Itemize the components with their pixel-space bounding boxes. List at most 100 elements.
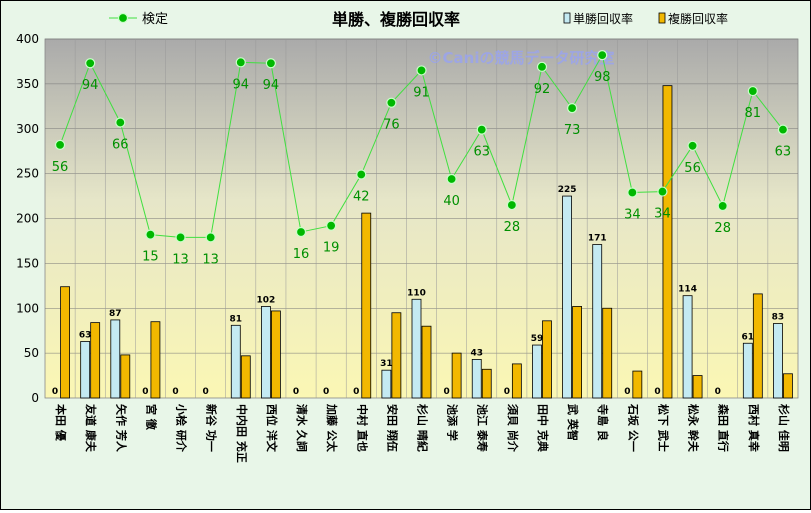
line-point <box>627 187 638 198</box>
chart-title: 単勝、複勝回収率 <box>332 10 460 29</box>
line-data-label: 28 <box>714 221 731 236</box>
x-tick-label: 杉山 晴紀 <box>416 404 430 452</box>
bar-data-label: 87 <box>109 309 122 319</box>
x-tick-label: 矢作 芳人 <box>114 404 128 453</box>
x-tick-label: 池江 泰寿 <box>476 404 490 452</box>
legend-swatch-fukusho <box>658 12 666 24</box>
bar-fukusho <box>511 363 522 399</box>
bar-fukusho <box>150 321 161 399</box>
bar-data-label: 0 <box>715 387 721 397</box>
bar-data-label: 31 <box>380 359 393 369</box>
x-tick-label: 清水 久詞 <box>295 404 309 452</box>
y-tick-label: 100 <box>16 301 39 315</box>
bar-data-label: 0 <box>203 387 209 397</box>
x-tick-label: 石坂 公一 <box>626 403 640 452</box>
bar-data-label: 171 <box>588 234 607 244</box>
bar-tansho <box>80 341 91 399</box>
x-tick-label: 中内田 充正 <box>235 404 249 463</box>
x-tick-label: 森田 直行 <box>717 404 731 452</box>
x-tick-label: 田中 克典 <box>536 404 550 452</box>
bar-tansho <box>260 306 271 399</box>
line-point <box>115 117 126 128</box>
bar-tansho <box>742 342 753 399</box>
line-data-label: 91 <box>413 85 430 100</box>
bar-fukusho <box>572 306 582 399</box>
legend-swatch-tansho <box>563 12 571 24</box>
line-point <box>326 220 337 231</box>
bar-data-label: 63 <box>79 330 92 340</box>
bar-fukusho <box>632 370 643 399</box>
line-series: 56 94 66 15 13 13 94 94 16 19 42 76 91 40 63 28 92 73 98 34… <box>52 50 791 267</box>
line-data-label: 66 <box>112 137 129 152</box>
bar-tansho <box>592 244 603 399</box>
x-tick-label: 松下 武士 <box>656 404 670 452</box>
bar-fukusho <box>60 286 70 399</box>
bar-data-label: 0 <box>624 387 630 397</box>
line-point <box>687 140 698 151</box>
line-point <box>536 61 548 72</box>
x-tick-label: 小桧 研介 <box>175 403 189 453</box>
bar-fukusho <box>692 375 703 399</box>
y-tick-label: 250 <box>16 167 39 181</box>
line-data-label: 56 <box>684 161 701 176</box>
line-point <box>747 85 758 97</box>
legend-marker <box>117 12 129 24</box>
line-data-label: 63 <box>473 145 490 160</box>
line-data-label: 94 <box>233 77 250 92</box>
x-tick-label: 安田 翔伍 <box>385 404 399 452</box>
line-data-label: 19 <box>323 241 340 256</box>
y-tick-label: 400 <box>16 32 39 46</box>
bar-tansho <box>381 369 392 399</box>
bar-fukusho <box>90 322 101 399</box>
legend-label-tansho: 単勝回収率 <box>573 11 633 26</box>
bar-fukusho <box>240 355 251 399</box>
bar-fukusho <box>361 212 372 399</box>
line-data-label: 42 <box>353 190 370 205</box>
line-data-label: 92 <box>534 82 551 97</box>
bar-data-label: 0 <box>353 387 359 397</box>
line-point <box>386 97 397 108</box>
line-data-label: 28 <box>504 220 521 235</box>
line-point <box>175 232 186 243</box>
line-point <box>506 199 517 211</box>
bar-tansho <box>411 298 422 399</box>
bar-data-label: 59 <box>531 334 544 344</box>
line-point <box>777 124 789 135</box>
bar-tansho <box>562 195 572 399</box>
bar-data-label: 114 <box>678 285 697 295</box>
line-data-label: 16 <box>293 247 310 262</box>
line-data-label: 81 <box>745 106 762 121</box>
line-data-label: 15 <box>142 250 159 265</box>
line-point <box>566 103 578 114</box>
bar-data-label: 0 <box>52 387 58 397</box>
bar-fukusho <box>481 368 492 399</box>
legend: 検定 単勝回収率 複勝回収率 <box>109 11 728 27</box>
x-tick-label: 中村 直也 <box>355 404 369 452</box>
bar-tansho <box>110 319 121 399</box>
line-data-label: 40 <box>443 194 460 209</box>
legend-label-kentei: 検定 <box>142 12 168 27</box>
watermark: ©Caniの競馬データ研究室 <box>428 49 615 67</box>
line-data-label: 34 <box>654 207 671 222</box>
line-point <box>446 173 457 185</box>
y-tick-label: 350 <box>16 77 39 91</box>
x-tick-label: 西村 真幸 <box>747 404 761 452</box>
x-tick-label: 新谷 功一 <box>205 404 219 452</box>
bar-data-label: 0 <box>654 387 660 397</box>
bar-data-label: 0 <box>293 387 299 397</box>
bar-fukusho <box>451 352 462 399</box>
line-data-label: 34 <box>624 207 641 222</box>
bar-data-label: 0 <box>443 387 449 397</box>
line-point <box>205 232 216 243</box>
bar-fukusho <box>752 293 763 399</box>
y-tick-label: 50 <box>24 346 39 360</box>
bar-fukusho <box>783 373 793 399</box>
bar-data-label: 102 <box>257 295 276 305</box>
bar-fukusho <box>602 307 613 399</box>
bar-fukusho <box>270 310 281 399</box>
y-axis: 0 50 100 150 200 250 300 350 400 <box>16 32 39 405</box>
bar-data-label: 0 <box>323 387 329 397</box>
line-point <box>597 50 608 61</box>
